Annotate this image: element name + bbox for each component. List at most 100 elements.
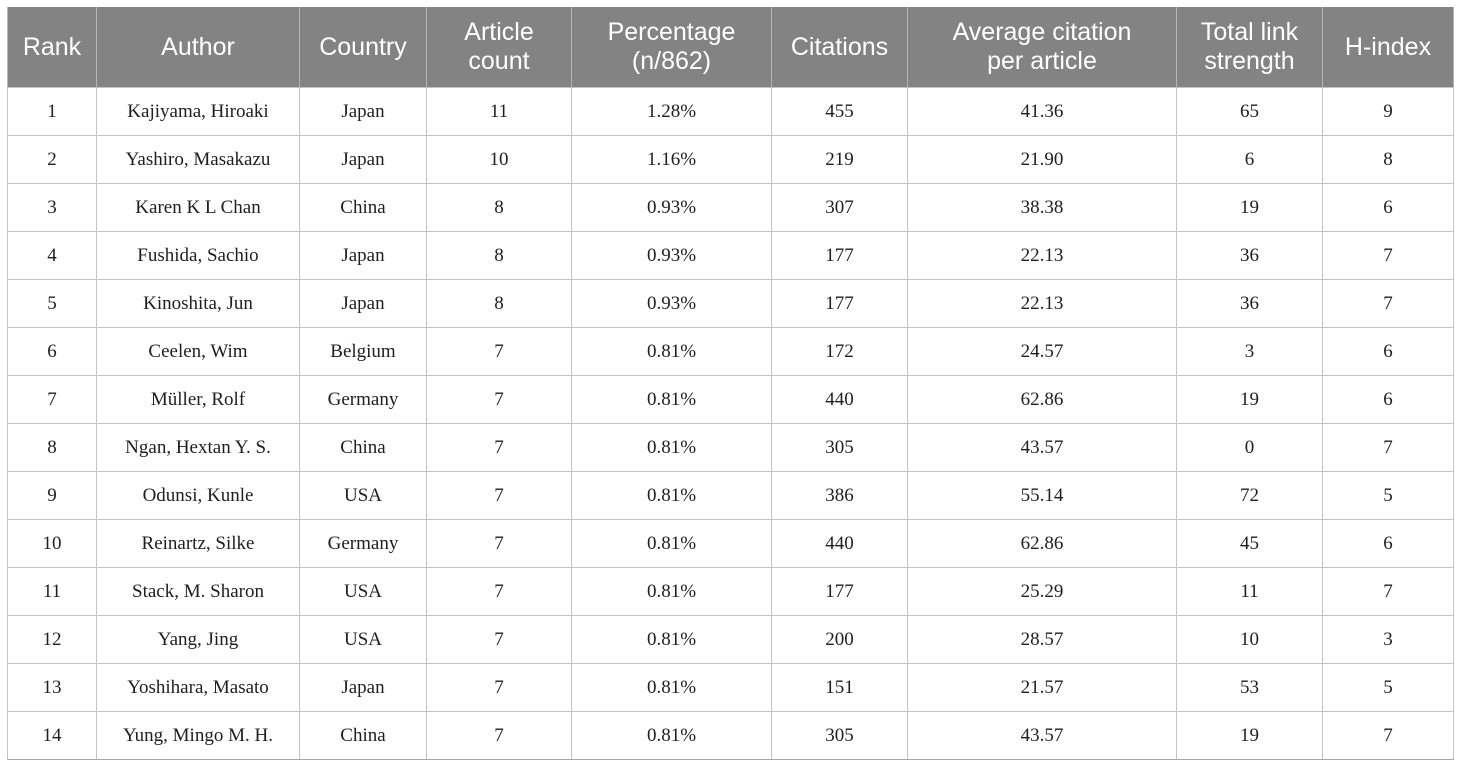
- cell-percentage: 0.81%: [571, 567, 772, 616]
- cell-percentage: 0.81%: [571, 375, 772, 424]
- table-row: 1 Kajiyama, Hiroaki Japan 11 1.28% 455 4…: [7, 87, 1454, 136]
- cell-total-link-strength: 0: [1176, 423, 1323, 472]
- cell-percentage: 0.93%: [571, 183, 772, 232]
- cell-average-citation: 22.13: [907, 279, 1177, 328]
- cell-average-citation: 21.90: [907, 135, 1177, 184]
- cell-h-index: 7: [1322, 423, 1454, 472]
- cell-citations: 440: [771, 375, 908, 424]
- cell-total-link-strength: 36: [1176, 231, 1323, 280]
- cell-average-citation: 28.57: [907, 615, 1177, 664]
- cell-rank: 6: [7, 327, 97, 376]
- header-total-link-strength: Total link strength: [1176, 7, 1323, 88]
- cell-citations: 455: [771, 87, 908, 136]
- cell-author: Yashiro, Masakazu: [96, 135, 300, 184]
- cell-total-link-strength: 53: [1176, 663, 1323, 712]
- cell-rank: 14: [7, 711, 97, 760]
- cell-average-citation: 24.57: [907, 327, 1177, 376]
- cell-average-citation: 25.29: [907, 567, 1177, 616]
- cell-author: Yung, Mingo M. H.: [96, 711, 300, 760]
- cell-author: Kinoshita, Jun: [96, 279, 300, 328]
- cell-citations: 151: [771, 663, 908, 712]
- table-row: 9 Odunsi, Kunle USA 7 0.81% 386 55.14 72…: [7, 471, 1454, 520]
- cell-country: Belgium: [299, 327, 427, 376]
- header-country: Country: [299, 7, 427, 88]
- cell-author: Stack, M. Sharon: [96, 567, 300, 616]
- cell-country: Japan: [299, 87, 427, 136]
- cell-country: Germany: [299, 375, 427, 424]
- cell-author: Yang, Jing: [96, 615, 300, 664]
- cell-percentage: 0.81%: [571, 327, 772, 376]
- cell-author: Reinartz, Silke: [96, 519, 300, 568]
- cell-author: Kajiyama, Hiroaki: [96, 87, 300, 136]
- cell-rank: 7: [7, 375, 97, 424]
- header-rank: Rank: [7, 7, 97, 88]
- cell-percentage: 0.93%: [571, 279, 772, 328]
- table-row: 6 Ceelen, Wim Belgium 7 0.81% 172 24.57 …: [7, 327, 1454, 376]
- cell-total-link-strength: 19: [1176, 183, 1323, 232]
- cell-article-count: 7: [426, 423, 572, 472]
- table-body: 1 Kajiyama, Hiroaki Japan 11 1.28% 455 4…: [7, 87, 1454, 760]
- cell-h-index: 7: [1322, 567, 1454, 616]
- cell-h-index: 7: [1322, 231, 1454, 280]
- cell-article-count: 10: [426, 135, 572, 184]
- cell-country: USA: [299, 471, 427, 520]
- cell-country: Japan: [299, 663, 427, 712]
- cell-article-count: 7: [426, 327, 572, 376]
- cell-rank: 8: [7, 423, 97, 472]
- cell-average-citation: 43.57: [907, 711, 1177, 760]
- cell-rank: 11: [7, 567, 97, 616]
- cell-h-index: 6: [1322, 375, 1454, 424]
- cell-country: Japan: [299, 279, 427, 328]
- cell-average-citation: 62.86: [907, 519, 1177, 568]
- cell-rank: 4: [7, 231, 97, 280]
- cell-h-index: 9: [1322, 87, 1454, 136]
- cell-country: China: [299, 423, 427, 472]
- cell-h-index: 6: [1322, 327, 1454, 376]
- header-percentage: Percentage (n/862): [571, 7, 772, 88]
- cell-country: Japan: [299, 135, 427, 184]
- cell-total-link-strength: 11: [1176, 567, 1323, 616]
- cell-rank: 1: [7, 87, 97, 136]
- cell-percentage: 0.93%: [571, 231, 772, 280]
- cell-total-link-strength: 19: [1176, 375, 1323, 424]
- cell-total-link-strength: 36: [1176, 279, 1323, 328]
- cell-author: Müller, Rolf: [96, 375, 300, 424]
- table-row: 14 Yung, Mingo M. H. China 7 0.81% 305 4…: [7, 711, 1454, 760]
- cell-rank: 2: [7, 135, 97, 184]
- table-row: 4 Fushida, Sachio Japan 8 0.93% 177 22.1…: [7, 231, 1454, 280]
- cell-average-citation: 43.57: [907, 423, 1177, 472]
- cell-h-index: 6: [1322, 183, 1454, 232]
- table-row: 7 Müller, Rolf Germany 7 0.81% 440 62.86…: [7, 375, 1454, 424]
- cell-article-count: 7: [426, 663, 572, 712]
- header-h-index: H-index: [1322, 7, 1454, 88]
- cell-total-link-strength: 10: [1176, 615, 1323, 664]
- table-row: 5 Kinoshita, Jun Japan 8 0.93% 177 22.13…: [7, 279, 1454, 328]
- table-row: 3 Karen K L Chan China 8 0.93% 307 38.38…: [7, 183, 1454, 232]
- cell-total-link-strength: 65: [1176, 87, 1323, 136]
- table-row: 12 Yang, Jing USA 7 0.81% 200 28.57 10 3: [7, 615, 1454, 664]
- header-article-count: Article count: [426, 7, 572, 88]
- cell-article-count: 8: [426, 279, 572, 328]
- cell-h-index: 6: [1322, 519, 1454, 568]
- cell-average-citation: 22.13: [907, 231, 1177, 280]
- cell-citations: 177: [771, 231, 908, 280]
- cell-article-count: 11: [426, 87, 572, 136]
- cell-article-count: 7: [426, 711, 572, 760]
- cell-percentage: 0.81%: [571, 519, 772, 568]
- cell-h-index: 3: [1322, 615, 1454, 664]
- cell-h-index: 8: [1322, 135, 1454, 184]
- cell-article-count: 7: [426, 567, 572, 616]
- cell-citations: 386: [771, 471, 908, 520]
- cell-percentage: 1.28%: [571, 87, 772, 136]
- cell-percentage: 0.81%: [571, 615, 772, 664]
- cell-country: Japan: [299, 231, 427, 280]
- cell-rank: 9: [7, 471, 97, 520]
- author-table-container: Rank Author Country Article count Percen…: [7, 7, 1454, 760]
- cell-article-count: 8: [426, 183, 572, 232]
- cell-average-citation: 38.38: [907, 183, 1177, 232]
- cell-author: Odunsi, Kunle: [96, 471, 300, 520]
- cell-total-link-strength: 19: [1176, 711, 1323, 760]
- cell-article-count: 7: [426, 615, 572, 664]
- table-row: 2 Yashiro, Masakazu Japan 10 1.16% 219 2…: [7, 135, 1454, 184]
- table-row: 8 Ngan, Hextan Y. S. China 7 0.81% 305 4…: [7, 423, 1454, 472]
